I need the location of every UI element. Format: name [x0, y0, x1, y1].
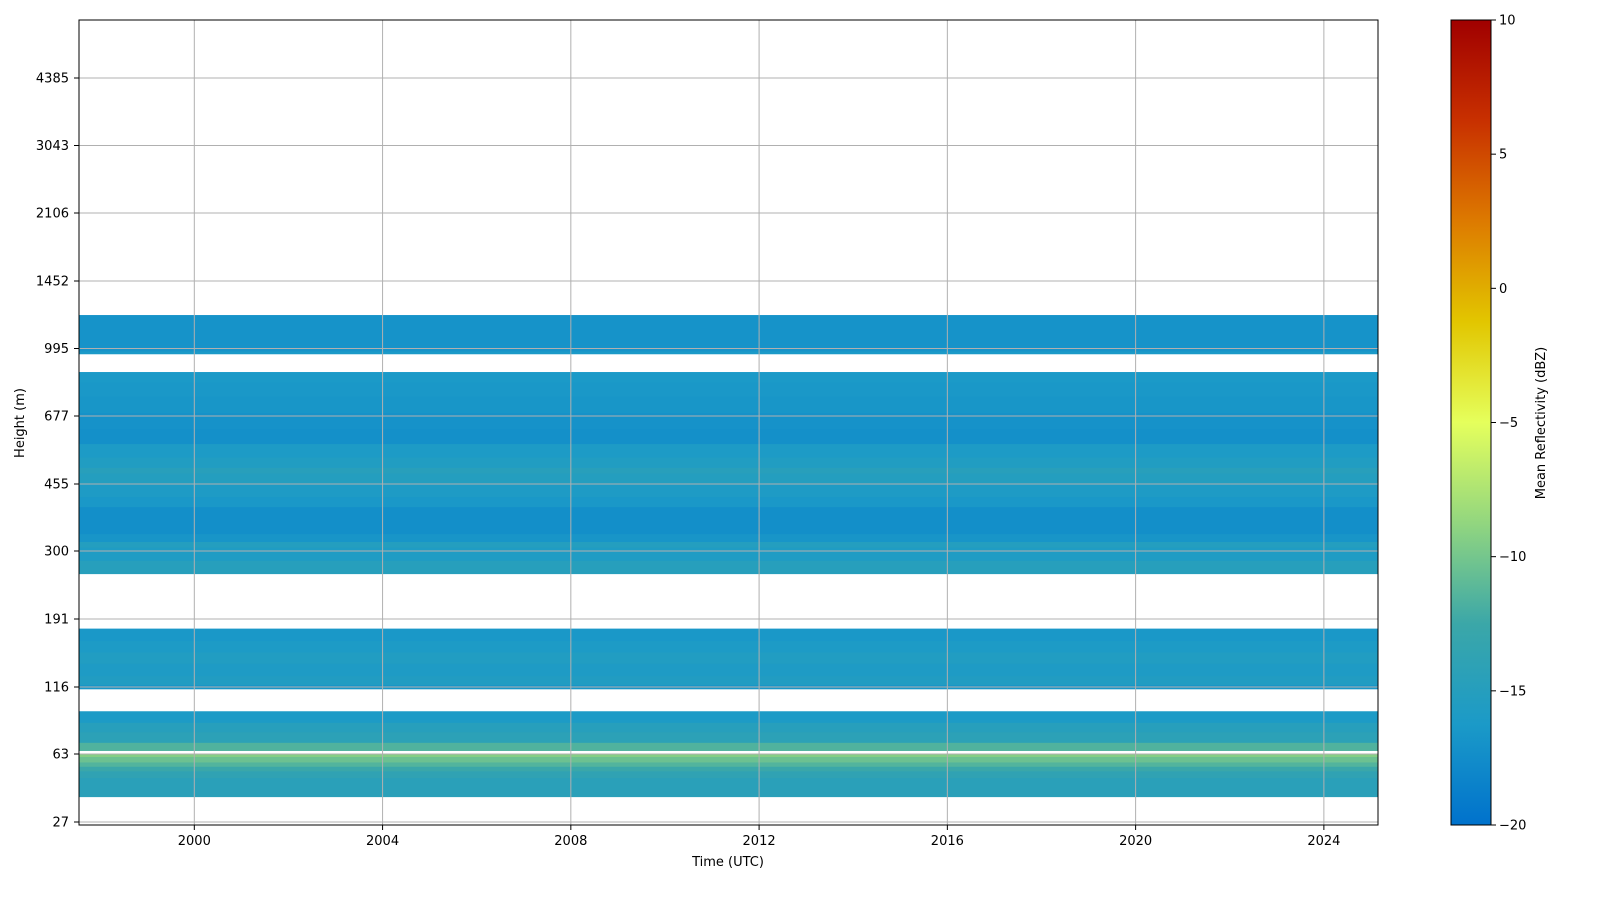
reflectivity-band-20	[79, 506, 1378, 535]
colorbar-tick-label: 5	[1499, 148, 1507, 163]
y-tick-label: 2106	[36, 207, 69, 222]
reflectivity-band-11	[79, 675, 1378, 686]
y-tick-label: 4385	[36, 72, 69, 87]
reflectivity-band-19	[79, 533, 1378, 543]
reflectivity-band-2	[79, 766, 1378, 772]
reflectivity-band-31	[79, 372, 1378, 383]
reflectivity-band-1	[79, 770, 1378, 778]
colorbar-label: Mean Reflectivity (dBZ)	[1534, 347, 1549, 500]
reflectivity-band-32	[79, 350, 1378, 355]
reflectivity-band-12	[79, 663, 1378, 677]
reflectivity-band-6	[79, 742, 1378, 751]
heatmap-bands	[79, 315, 1378, 798]
reflectivity-band-28	[79, 412, 1378, 430]
x-tick-label: 2004	[366, 834, 399, 849]
y-tick-label: 677	[44, 410, 69, 425]
reflectivity-band-9	[79, 711, 1378, 723]
reflectivity-band-29	[79, 396, 1378, 414]
y-tick-label: 1452	[36, 275, 69, 290]
y-tick-label: 455	[44, 478, 69, 493]
reflectivity-band-17	[79, 547, 1378, 561]
x-axis-label: Time (UTC)	[691, 855, 764, 870]
x-tick-label: 2016	[931, 834, 964, 849]
colorbar-tick-label: −15	[1499, 684, 1526, 699]
reflectivity-band-4	[79, 756, 1378, 763]
y-tick-label: 995	[44, 342, 69, 357]
reflectivity-band-15	[79, 628, 1378, 642]
reflectivity-band-23	[79, 473, 1378, 484]
y-axis-ticks: 27 63 116 191 300 455 677 995 1452 2106 3043 4385	[36, 72, 79, 831]
y-axis-label: Height (m)	[13, 388, 28, 458]
reflectivity-band-26	[79, 443, 1378, 458]
colorbar-tick-label: −10	[1499, 550, 1526, 565]
x-tick-label: 2024	[1307, 834, 1340, 849]
x-tick-label: 2012	[743, 834, 776, 849]
reflectivity-band-14	[79, 640, 1378, 653]
x-tick-label: 2000	[178, 834, 211, 849]
reflectivity-band-0	[79, 777, 1378, 798]
y-tick-label: 63	[52, 748, 69, 763]
reflectivity-band-21	[79, 496, 1378, 508]
reflectivity-band-18	[79, 541, 1378, 548]
grid-lines	[79, 20, 1378, 825]
reflectivity-band-25	[79, 457, 1378, 468]
y-tick-label: 3043	[36, 139, 69, 154]
reflectivity-band-33	[79, 315, 1378, 352]
reflectivity-band-30	[79, 382, 1378, 397]
x-axis-ticks: 2000 2004 2008 2012 2016 2020 2024	[178, 825, 1340, 849]
y-tick-label: 191	[44, 613, 69, 628]
colorbar-tick-label: 0	[1499, 282, 1507, 297]
reflectivity-band-8	[79, 722, 1378, 733]
reflectivity-band-13	[79, 651, 1378, 664]
x-tick-label: 2008	[554, 834, 587, 849]
plot-frame	[78, 19, 1379, 826]
colorbar-tick-label: −20	[1499, 819, 1526, 834]
reflectivity-band-3	[79, 762, 1378, 767]
colorbar	[1450, 19, 1492, 826]
y-tick-label: 27	[52, 816, 69, 831]
reflectivity-band-7	[79, 731, 1378, 743]
reflectivity-band-22	[79, 482, 1378, 498]
reflectivity-band-24	[79, 467, 1378, 474]
colorbar-tick-label: −5	[1499, 416, 1518, 431]
reflectivity-band-5	[79, 754, 1378, 757]
reflectivity-band-16	[79, 560, 1378, 575]
y-tick-label: 300	[44, 545, 69, 560]
x-tick-label: 2020	[1119, 834, 1152, 849]
colorbar-tick-label: 10	[1499, 14, 1516, 29]
reflectivity-band-27	[79, 428, 1378, 445]
colorbar-ticks: 10 5 0 −5 −10 −15 −20	[1491, 14, 1526, 834]
y-tick-label: 116	[44, 681, 69, 696]
